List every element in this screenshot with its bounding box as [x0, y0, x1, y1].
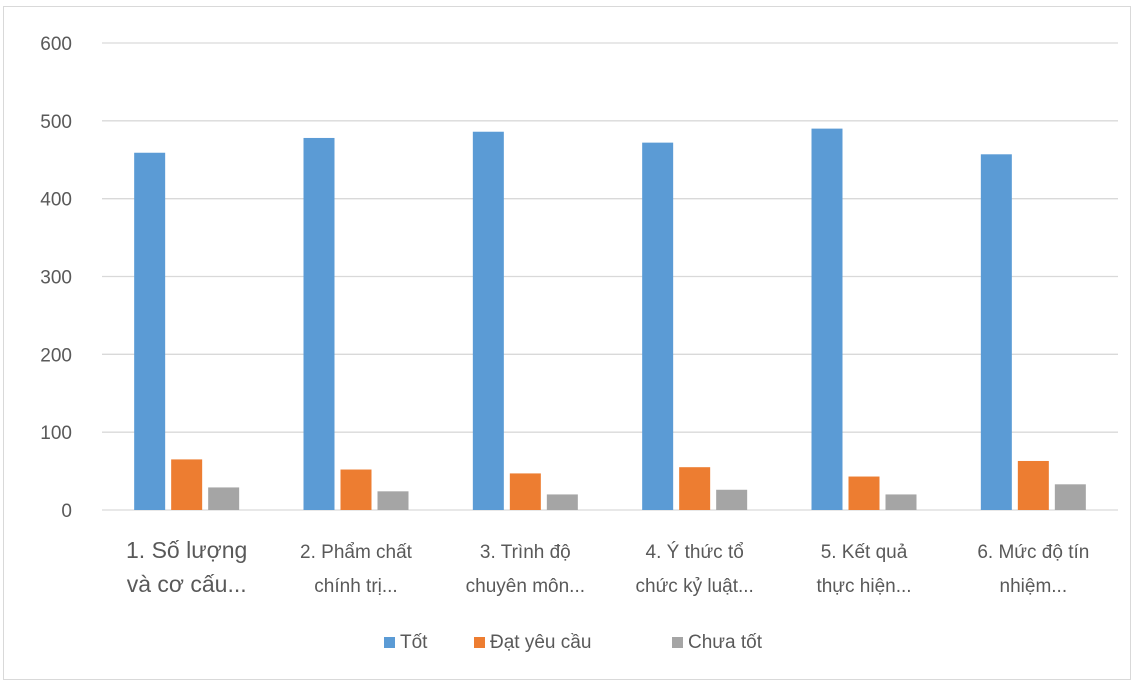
bars: [134, 128, 1086, 511]
bar-tốt-4: [642, 142, 674, 511]
x-axis-categories: 1. Số lượng và cơ cấu... 2. Phẩm chất chính…: [126, 537, 1089, 597]
bar-chưa-tốt-5: [885, 494, 917, 510]
y-tick-label: 200: [40, 345, 72, 366]
bar-chưa-tốt-1: [208, 487, 240, 510]
bar-tốt-1: [134, 152, 166, 510]
bar-tốt-5: [811, 128, 843, 510]
bar-tốt-3: [472, 131, 504, 511]
bar-chưa-tốt-3: [546, 494, 578, 510]
x-category-label: 4. Ý thức tổ: [646, 542, 744, 563]
bar-đạt-yêu-cầu-5: [848, 476, 880, 510]
legend: Tốt Đạt yêu cầu Chưa tốt: [384, 632, 763, 653]
x-category-label: chức kỷ luật...: [636, 576, 754, 597]
bar-đạt-yêu-cầu-4: [679, 467, 711, 510]
bar-tốt-6: [980, 154, 1012, 510]
bar-tốt-2: [303, 137, 335, 510]
bar-đạt-yêu-cầu-1: [171, 459, 203, 510]
y-tick-label: 500: [40, 112, 72, 133]
x-category-label: chính trị...: [314, 576, 397, 597]
legend-label: Đạt yêu cầu: [490, 632, 591, 653]
legend-swatch: [672, 637, 683, 648]
bar-chưa-tốt-4: [716, 489, 748, 510]
gridlines: [102, 42, 1118, 511]
bar-đạt-yêu-cầu-2: [340, 469, 372, 510]
bar-đạt-yêu-cầu-3: [509, 473, 541, 510]
bar-đạt-yêu-cầu-6: [1017, 460, 1049, 510]
x-category-label: 6. Mức độ tín: [977, 542, 1089, 563]
legend-label: Chưa tốt: [688, 632, 763, 653]
y-tick-label: 0: [61, 501, 72, 522]
chart-frame: [3, 6, 1131, 680]
y-tick-label: 600: [40, 34, 72, 55]
x-category-label: 1. Số lượng: [126, 537, 247, 563]
legend-swatch: [384, 637, 395, 648]
x-category-label: nhiệm...: [1000, 576, 1068, 597]
y-tick-label: 300: [40, 268, 72, 289]
x-category-label: 2. Phẩm chất: [300, 542, 413, 563]
legend-swatch: [474, 637, 485, 648]
y-axis-ticks: 0 100 200 300 400 500 600: [40, 34, 72, 522]
x-category-label: 3. Trình độ: [480, 542, 571, 563]
y-tick-label: 100: [40, 423, 72, 444]
bar-chưa-tốt-2: [377, 491, 409, 510]
x-category-label: chuyên môn...: [466, 576, 585, 597]
x-category-label: 5. Kết quả: [821, 542, 908, 563]
y-tick-label: 400: [40, 190, 72, 211]
bar-chưa-tốt-6: [1054, 484, 1086, 510]
legend-label: Tốt: [400, 632, 428, 653]
x-category-label: thực hiện...: [816, 576, 911, 597]
x-category-label: và cơ cấu...: [127, 571, 247, 597]
